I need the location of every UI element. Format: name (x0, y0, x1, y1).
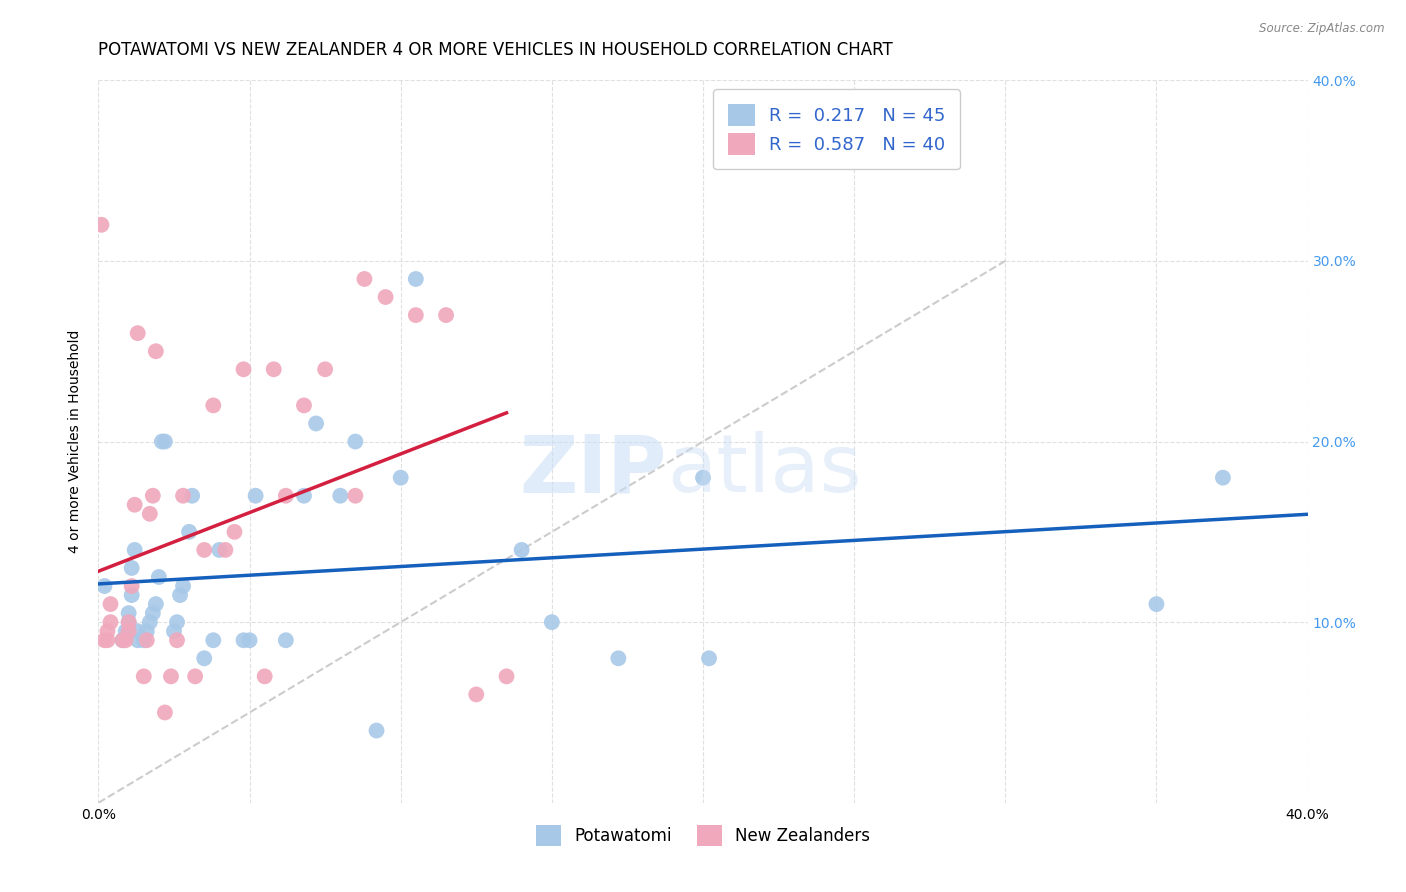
Point (224, 524, 246, 539)
Point (142, 489, 165, 503)
Point (344, 489, 367, 503)
Point (139, 507, 162, 521)
Point (314, 362, 336, 376)
Point (274, 633, 297, 648)
Y-axis label: 4 or more Vehicles in Household: 4 or more Vehicles in Household (69, 330, 83, 553)
Point (292, 398, 315, 412)
Point (193, 651, 215, 665)
Point (510, 542, 533, 557)
Point (405, 272, 427, 286)
Point (366, 723, 388, 738)
Point (111, 633, 134, 648)
Point (148, 570, 170, 584)
Point (142, 606, 165, 620)
Point (127, 326, 149, 340)
Point (124, 498, 146, 512)
Point (153, 434, 176, 449)
Point (169, 588, 191, 602)
Point (172, 489, 194, 503)
Point (163, 624, 186, 639)
Point (232, 633, 254, 648)
Point (166, 615, 188, 630)
Text: ZIP: ZIP (519, 432, 666, 509)
Point (139, 615, 162, 630)
Point (127, 624, 149, 639)
Point (160, 669, 183, 683)
Point (263, 362, 285, 376)
Point (179, 524, 201, 539)
Point (434, 308, 457, 322)
Legend: Potawatomi, New Zealanders: Potawatomi, New Zealanders (529, 819, 877, 852)
Point (540, 615, 562, 630)
Point (145, 597, 167, 611)
Text: POTAWATOMI VS NEW ZEALANDER 4 OR MORE VEHICLES IN HOUSEHOLD CORRELATION CHART: POTAWATOMI VS NEW ZEALANDER 4 OR MORE VE… (98, 41, 893, 59)
Point (214, 542, 236, 557)
Point (184, 669, 207, 683)
Point (114, 633, 136, 648)
Point (132, 633, 155, 648)
Point (692, 471, 714, 485)
Point (193, 542, 215, 557)
Point (100, 597, 122, 611)
Point (172, 579, 194, 593)
Point (1212, 471, 1234, 485)
Point (208, 542, 231, 557)
Point (118, 615, 141, 630)
Point (166, 633, 188, 648)
Point (305, 417, 328, 431)
Point (253, 669, 276, 683)
Point (118, 624, 141, 639)
Point (274, 489, 297, 503)
Point (353, 272, 375, 286)
Point (405, 308, 427, 322)
Point (121, 579, 143, 593)
Point (121, 561, 143, 575)
Point (697, 651, 720, 665)
Point (1144, 597, 1167, 611)
Point (344, 434, 367, 449)
Point (121, 588, 143, 602)
Point (118, 606, 141, 620)
Point (292, 489, 315, 503)
Text: Source: ZipAtlas.com: Source: ZipAtlas.com (1260, 22, 1385, 36)
Point (96, 633, 118, 648)
Point (150, 434, 173, 449)
Point (114, 624, 136, 639)
Point (135, 633, 157, 648)
Point (93, 579, 115, 593)
Point (245, 489, 267, 503)
Point (90, 218, 112, 232)
Point (239, 633, 262, 648)
Point (118, 615, 141, 630)
Point (93, 633, 115, 648)
Point (607, 651, 630, 665)
Point (202, 398, 225, 412)
Point (329, 489, 352, 503)
Point (202, 633, 225, 648)
Point (495, 669, 517, 683)
Point (132, 669, 155, 683)
Text: atlas: atlas (666, 432, 860, 509)
Point (465, 687, 488, 701)
Point (124, 542, 146, 557)
Point (145, 344, 167, 359)
Point (389, 471, 412, 485)
Point (111, 633, 134, 648)
Point (100, 615, 122, 630)
Point (374, 290, 396, 304)
Point (181, 489, 204, 503)
Point (127, 633, 149, 648)
Point (96, 624, 118, 639)
Point (232, 362, 254, 376)
Point (153, 706, 176, 720)
Point (135, 624, 157, 639)
